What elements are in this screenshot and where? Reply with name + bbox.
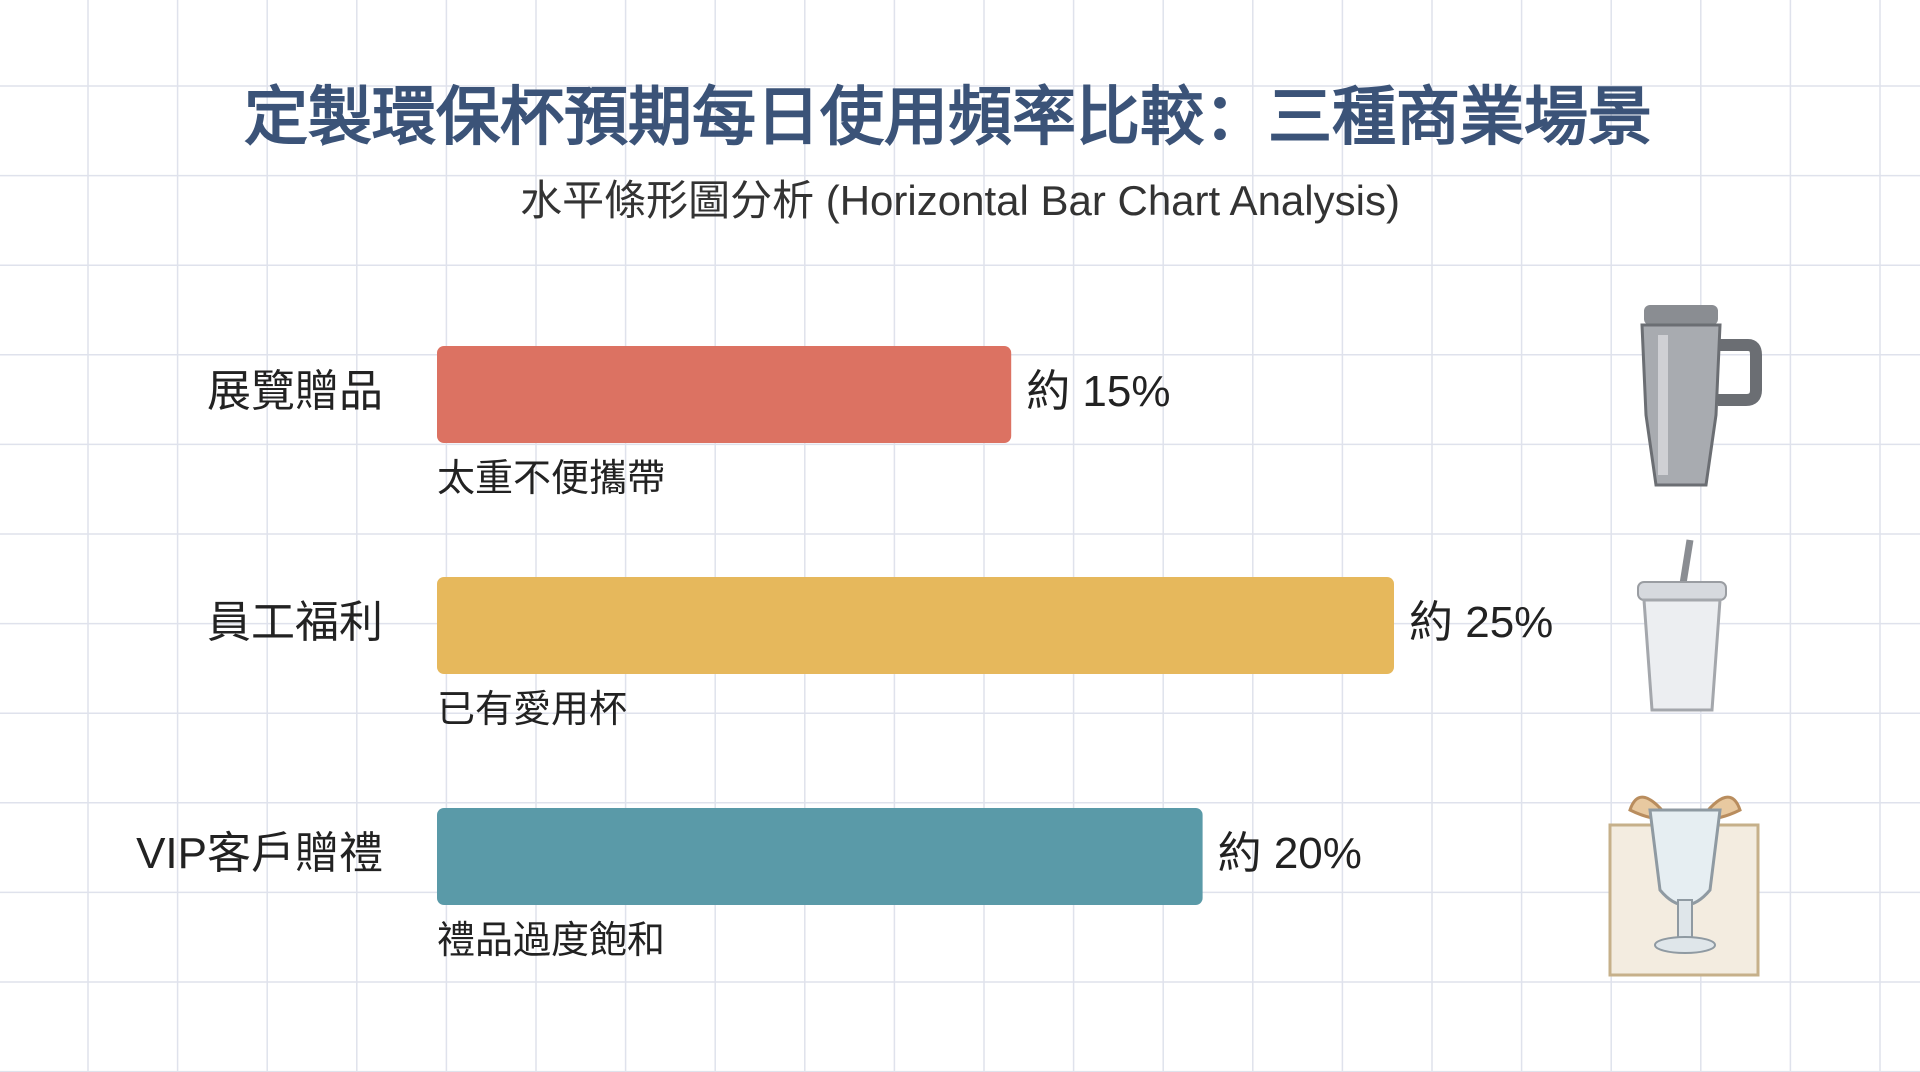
value-label: 約 15%: [1026, 367, 1170, 416]
category-label: VIP客戶贈禮: [136, 829, 383, 878]
gift-glass-icon: [1608, 795, 1760, 977]
bar-note: 已有愛用杯: [437, 689, 627, 731]
bar: [437, 577, 1394, 674]
bar-note: 禮品過度飽和: [437, 920, 665, 962]
category-label: 員工福利: [207, 598, 383, 647]
bar: [437, 346, 1012, 443]
chart-title: 定製環保杯預期每日使用頻率比較：三種商業場景: [244, 81, 1652, 153]
category-label: 展覽贈品: [207, 367, 383, 416]
value-label: 約 20%: [1218, 829, 1362, 878]
tumbler-icon: [1640, 305, 1762, 487]
value-label: 約 25%: [1409, 598, 1553, 647]
cup-icon: [1637, 539, 1727, 712]
bar-note: 太重不便攜帶: [437, 458, 665, 500]
bar: [437, 808, 1203, 905]
chart-subtitle: 水平條形圖分析 (Horizontal Bar Chart Analysis): [520, 177, 1400, 224]
